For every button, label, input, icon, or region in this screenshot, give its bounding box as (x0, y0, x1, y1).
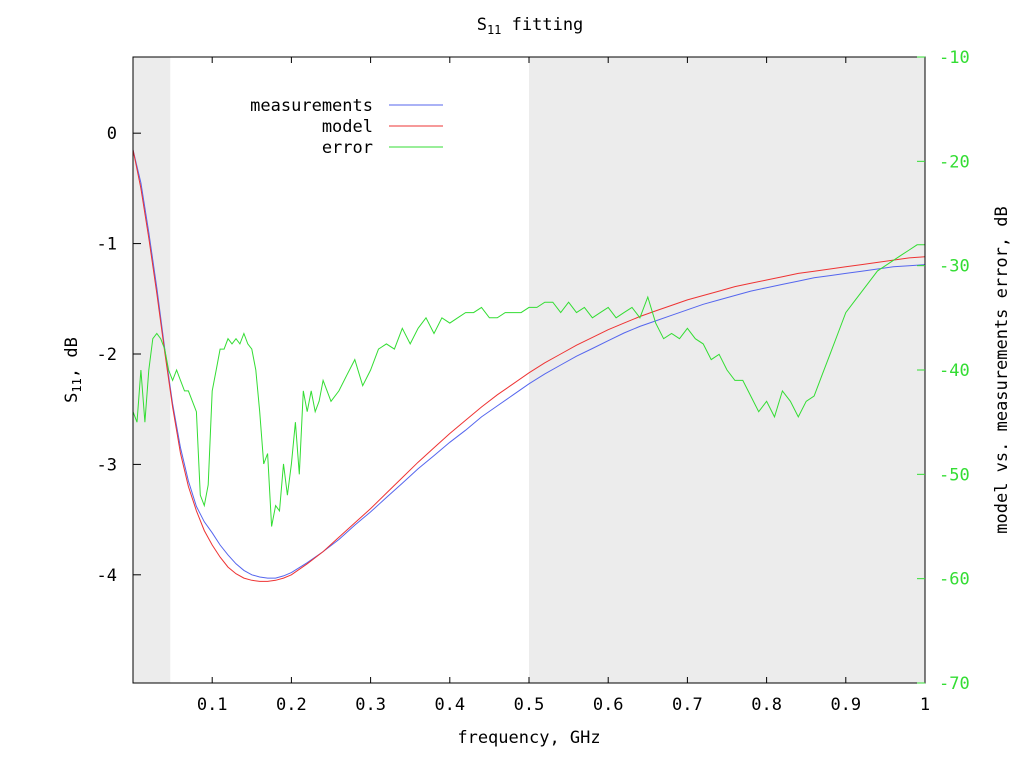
y2-tick-label: -20 (939, 152, 970, 172)
y2-tick-label: -60 (939, 570, 970, 590)
plot-series (132, 149, 926, 582)
chart-title-subscript: 11 (487, 23, 501, 37)
x-tick-label: 0.3 (355, 695, 386, 715)
y-axis-ticks: 0 -1 -2 -3 -4 (97, 124, 141, 586)
x-tick-label: 0.8 (751, 695, 782, 715)
y-tick-label: -2 (97, 345, 117, 365)
x-tick-label: 0.5 (514, 695, 545, 715)
y-tick-label: -4 (97, 566, 117, 586)
y2-axis-ticks: -10 -20 -30 -40 -50 -60 -70 (917, 48, 970, 694)
legend-label-model: model (322, 117, 373, 137)
x-tick-label: 0.7 (672, 695, 703, 715)
y2-tick-label: -40 (939, 361, 970, 381)
y2-tick-label: -50 (939, 465, 970, 485)
x-tick-label: 0.6 (593, 695, 624, 715)
chart-title: S11 fitting (477, 15, 584, 37)
y-tick-label: 0 (107, 124, 117, 144)
x-axis-ticks: 0.1 0.2 0.3 0.4 0.5 0.6 0.7 0.8 0.9 1 (197, 57, 930, 715)
series-line-error (132, 244, 925, 527)
x-tick-label: 0.2 (276, 695, 307, 715)
x-axis-label: frequency, GHz (457, 728, 600, 748)
series-line-model (132, 149, 926, 582)
y-axis-label: S11, dB (62, 337, 84, 403)
x-tick-label: 0.4 (434, 695, 465, 715)
chart-title-rest: fitting (501, 15, 583, 35)
y-tick-label: -3 (97, 455, 117, 475)
shaded-regions (133, 57, 925, 683)
y-axis-label-main: S (62, 393, 82, 403)
x-tick-label: 1 (920, 695, 930, 715)
y2-axis-label: model vs. measurements error, dB (992, 206, 1012, 534)
y2-tick-label: -30 (939, 257, 970, 277)
series-line-measurements (132, 149, 926, 579)
y2-tick-label: -70 (939, 674, 970, 694)
legend-label-measurements: measurements (250, 96, 373, 116)
y-axis-label-subscript: 11 (70, 378, 84, 392)
y2-tick-label: -10 (939, 48, 970, 68)
legend-label-error: error (322, 138, 373, 158)
shaded-range-0 (133, 57, 171, 683)
y-tick-label: -1 (97, 235, 117, 255)
x-tick-label: 0.1 (197, 695, 228, 715)
y-axis-label-rest: , dB (62, 337, 82, 378)
chart-title-main: S (477, 15, 487, 35)
x-tick-label: 0.9 (830, 695, 861, 715)
